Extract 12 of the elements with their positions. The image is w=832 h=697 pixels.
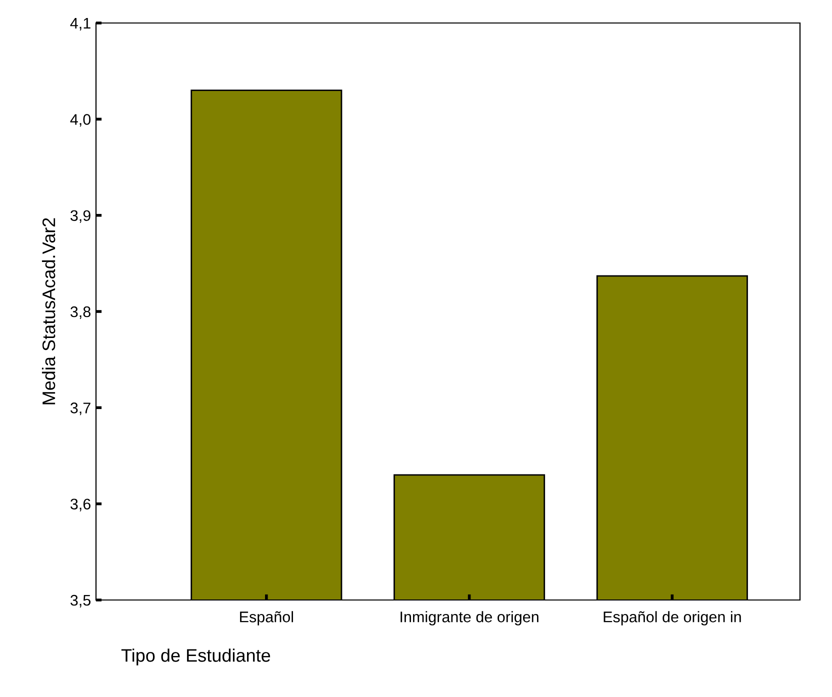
y-tick-label: 3,8 [70,306,90,319]
y-tick-label: 4,0 [70,114,91,127]
x-tick-label: Español de origen in [604,611,741,626]
y-tick-label: 3,5 [70,594,90,608]
x-axis-title: Tipo de Estudiante [121,648,270,666]
y-tick-label: 3,9 [70,210,90,223]
x-tick-label: Español [240,611,294,626]
x-tick-label: Inmigrante de origen [400,611,538,626]
y-axis-title: Media StatusAcad.Var2 [42,218,56,404]
y-tick-label: 3,6 [70,498,90,512]
y-tick-label: 3,7 [70,402,90,416]
y-tick-label: 4,1 [70,18,90,30]
